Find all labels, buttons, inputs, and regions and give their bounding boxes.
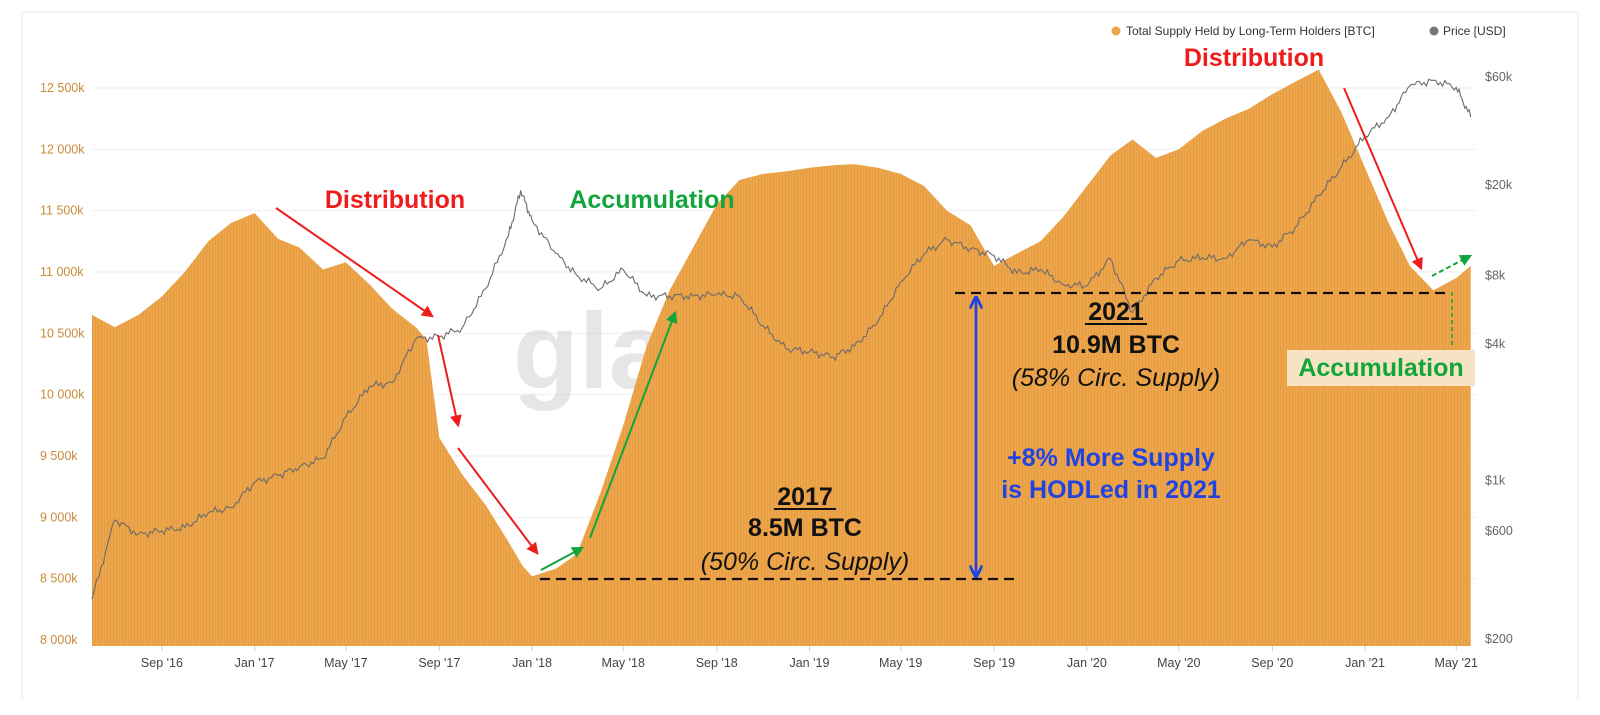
left-axis-tick-label: 8 000k (40, 633, 78, 647)
x-axis-tick-label: Sep '20 (1251, 656, 1293, 670)
right-axis-tick-label: $8k (1485, 269, 1506, 283)
label-more-supply-line1: +8% More Supply (1007, 444, 1215, 472)
label-2021-amount: 10.9M BTC (1052, 331, 1180, 359)
left-axis-tick-label: 9 500k (40, 449, 78, 463)
x-axis-tick-label: May '20 (1157, 656, 1200, 670)
left-axis-ticks: 8 000k 8 500k 9 000k 9 500k 10 000k 10 500k 11… (40, 81, 85, 647)
x-axis-tick-label: May '17 (324, 656, 367, 670)
left-axis-tick-label: 10 500k (40, 326, 85, 340)
right-axis-tick-label: $4k (1485, 337, 1506, 351)
x-axis-tick-label: Jan '17 (235, 656, 275, 670)
left-axis-tick-label: 11 500k (40, 204, 84, 218)
annotation-arrows (275, 87, 1473, 571)
right-axis-ticks: $200 $600 $1k $4k $8k $20k $60k (1485, 70, 1513, 646)
price-line (91, 78, 1472, 600)
label-accumulation-2018: Accumulation (569, 186, 734, 214)
left-axis-tick-label: 10 000k (40, 388, 85, 402)
label-2021-share: (58% Circ. Supply) (1012, 364, 1220, 392)
x-axis-tick-label: Jan '19 (789, 656, 829, 670)
x-axis-tick-label: May '19 (879, 656, 922, 670)
left-axis-tick-label: 8 500k (40, 572, 78, 586)
x-axis-tick-label: Jan '21 (1345, 656, 1385, 670)
label-distribution-2021: Distribution (1184, 44, 1324, 72)
accumulation-arrow-1b (589, 310, 678, 539)
x-axis-ticks: Sep '16 Jan '17 May '17 Sep '17 Jan '18 May '… (141, 646, 1478, 670)
lth-supply-area (92, 69, 1471, 647)
right-axis-tick-label: $1k (1485, 473, 1506, 487)
left-axis-tick-label: 12 000k (40, 142, 85, 156)
distribution-arrow-2 (1343, 87, 1423, 271)
label-2017-year: 2017 (777, 483, 833, 511)
label-accumulation-2021: Accumulation (1298, 354, 1463, 382)
accumulation-arrow-1a (540, 546, 585, 571)
right-axis-tick-label: $20k (1485, 178, 1513, 192)
x-axis-tick-label: Sep '18 (696, 656, 738, 670)
label-2017-share: (50% Circ. Supply) (701, 548, 909, 576)
x-axis-tick-label: Sep '16 (141, 656, 183, 670)
legend-marker-price (1429, 26, 1439, 36)
label-distribution-2017: Distribution (325, 186, 465, 214)
left-axis-tick-label: 12 500k (40, 81, 85, 95)
x-axis-tick-label: May '21 (1435, 656, 1478, 670)
label-more-supply-line2: is HODLed in 2021 (1001, 476, 1221, 504)
x-axis-tick-label: Sep '17 (418, 656, 460, 670)
x-axis-tick-label: Jan '20 (1067, 656, 1107, 670)
legend-label-lth[interactable]: Total Supply Held by Long-Term Holders [… (1126, 24, 1375, 38)
accumulation-label-background (1287, 350, 1475, 386)
x-axis-tick-label: Jan '18 (512, 656, 552, 670)
left-axis-tick-label: 11 000k (40, 265, 84, 279)
legend-label-price[interactable]: Price [USD] (1443, 24, 1506, 38)
distribution-arrow-1b (437, 334, 462, 428)
right-axis-tick-label: $60k (1485, 70, 1513, 84)
legend-marker-lth (1111, 26, 1121, 36)
distribution-arrow-1a (275, 207, 434, 318)
right-axis-tick-label: $200 (1485, 632, 1513, 646)
accumulation-arrow-2 (1431, 254, 1473, 277)
distribution-arrow-1c (457, 447, 539, 555)
x-axis-tick-label: May '18 (602, 656, 645, 670)
label-2017-amount: 8.5M BTC (748, 514, 862, 542)
annotation-labels: Distribution Accumulation Distribution A… (325, 44, 1475, 576)
label-2021-year: 2021 (1088, 298, 1144, 326)
legend: Total Supply Held by Long-Term Holders [… (1111, 24, 1506, 38)
right-axis-tick-label: $600 (1485, 524, 1513, 538)
left-axis-tick-label: 9 000k (40, 510, 78, 524)
x-axis-tick-label: Sep '19 (973, 656, 1015, 670)
